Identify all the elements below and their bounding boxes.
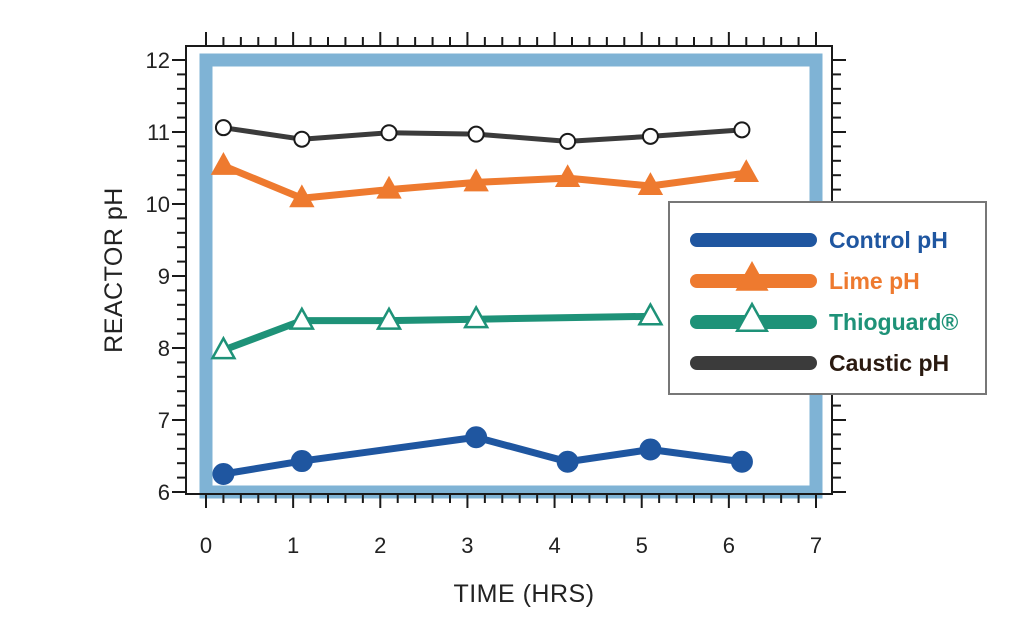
data-point <box>463 304 490 329</box>
legend-entry: Thioguard® <box>690 301 958 335</box>
y-tick-label: 8 <box>158 336 170 361</box>
data-point <box>639 438 662 461</box>
legend-entry: Lime pH <box>690 261 920 294</box>
x-axis-title: TIME (HRS) <box>453 580 594 608</box>
legend-label: Thioguard® <box>829 309 958 335</box>
legend-entry: Caustic pH <box>690 350 949 376</box>
x-tick-label: 2 <box>374 533 386 558</box>
series-1 <box>212 426 753 485</box>
data-point <box>554 164 581 188</box>
data-point <box>556 450 579 473</box>
data-point <box>733 121 751 139</box>
series-3 <box>210 301 664 360</box>
data-point <box>214 119 232 137</box>
legend-label: Caustic pH <box>829 350 949 376</box>
series-2 <box>210 152 759 208</box>
data-point <box>290 450 313 473</box>
x-tick-label: 5 <box>636 533 648 558</box>
legend-label: Lime pH <box>829 268 920 294</box>
data-point <box>463 168 489 192</box>
data-point <box>380 124 398 142</box>
series-line <box>219 312 654 354</box>
x-tick-label: 0 <box>200 533 212 558</box>
data-point <box>733 159 759 183</box>
data-point <box>375 306 403 330</box>
data-point <box>465 426 488 449</box>
data-point <box>735 261 769 291</box>
data-point <box>641 127 659 145</box>
data-point <box>289 184 315 208</box>
series-lines <box>210 119 759 485</box>
data-point <box>210 335 237 360</box>
series-4 <box>214 119 751 150</box>
data-point <box>293 130 311 148</box>
x-tick-label: 1 <box>287 533 299 558</box>
x-tick-label: 4 <box>548 533 560 558</box>
data-point <box>210 152 237 175</box>
data-point <box>212 463 235 485</box>
data-point <box>730 450 753 473</box>
legend: Control pH Lime pH Thioguard® Caustic pH <box>668 201 987 395</box>
x-tick-label: 3 <box>461 533 473 558</box>
y-tick-label: 7 <box>158 408 170 433</box>
data-point <box>637 172 664 195</box>
x-tick-label: 6 <box>723 533 735 558</box>
y-tick-label: 6 <box>158 480 170 505</box>
y-tick-label: 11 <box>147 120 170 145</box>
y-tick-label: 12 <box>146 48 170 73</box>
data-point <box>637 301 664 326</box>
y-tick-label: 9 <box>158 264 170 289</box>
data-point <box>288 306 315 330</box>
y-tick-label: 10 <box>146 192 170 217</box>
y-axis-title: REACTOR pH <box>100 187 128 353</box>
data-point <box>467 125 485 143</box>
legend-label: Control pH <box>829 227 948 253</box>
data-point <box>559 132 577 150</box>
legend-entry: Control pH <box>690 227 948 253</box>
axis-ticks <box>172 32 846 508</box>
data-point <box>376 175 402 199</box>
series-line <box>219 433 746 478</box>
data-point <box>735 301 769 333</box>
x-tick-label: 7 <box>810 533 822 558</box>
